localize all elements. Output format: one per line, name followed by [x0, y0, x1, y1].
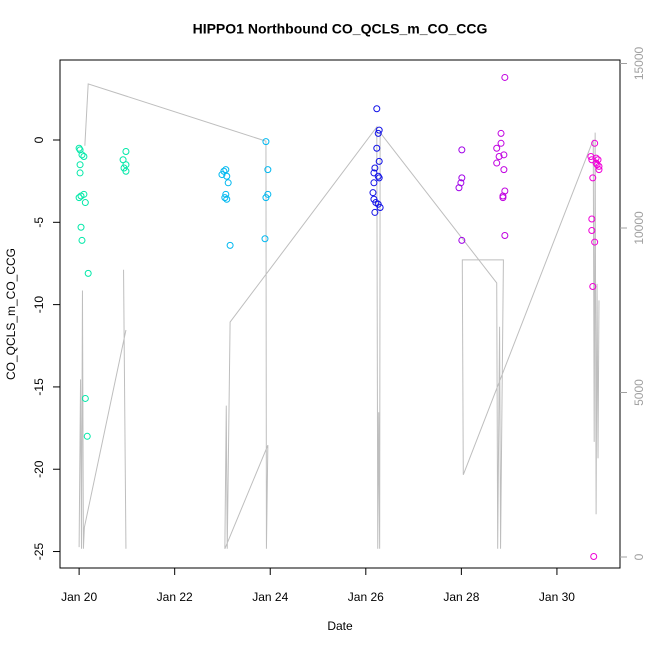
point — [373, 144, 381, 152]
point — [373, 105, 381, 113]
y2-tick-label: 0 — [632, 553, 646, 560]
point — [501, 73, 509, 81]
point — [76, 169, 84, 177]
point — [374, 172, 382, 180]
y-tick-label: -25 — [32, 543, 46, 561]
point — [595, 162, 603, 170]
point — [81, 199, 89, 207]
point — [591, 238, 599, 246]
point — [375, 126, 383, 134]
point — [371, 208, 379, 216]
point — [222, 190, 230, 198]
point — [497, 129, 505, 137]
point — [223, 195, 231, 203]
point — [497, 139, 505, 147]
point — [595, 166, 603, 174]
point — [375, 174, 383, 182]
point — [591, 139, 599, 147]
point — [588, 215, 596, 223]
point — [374, 129, 382, 137]
point — [589, 283, 597, 291]
point — [376, 203, 384, 211]
point — [501, 231, 509, 239]
point — [493, 159, 501, 167]
point — [122, 148, 130, 156]
point — [78, 151, 86, 159]
point — [262, 194, 270, 202]
point — [122, 167, 130, 175]
point — [261, 235, 269, 243]
point — [592, 154, 600, 162]
point — [75, 194, 83, 202]
point — [458, 174, 466, 182]
point — [499, 194, 507, 202]
y-tick-label: 0 — [32, 136, 46, 143]
point — [80, 152, 88, 160]
x-tick-label: Jan 30 — [539, 590, 575, 604]
point — [81, 394, 89, 402]
point — [375, 157, 383, 165]
x-tick-label: Jan 24 — [252, 590, 288, 604]
point — [500, 166, 508, 174]
point — [590, 552, 598, 560]
y2-tick-label: 5000 — [632, 379, 646, 406]
point — [80, 190, 88, 198]
plot-frame — [59, 59, 621, 569]
x-tick-label: Jan 28 — [443, 590, 479, 604]
y-tick-label: -5 — [32, 217, 46, 228]
point — [77, 223, 85, 231]
point — [84, 269, 92, 277]
point — [370, 169, 378, 177]
y-tick-label: -15 — [32, 378, 46, 396]
altitude-line — [78, 83, 600, 549]
point — [78, 236, 86, 244]
x-axis-label: Date — [327, 619, 353, 633]
y-tick-label: -10 — [32, 296, 46, 314]
point — [226, 241, 234, 249]
y-tick-label: -20 — [32, 460, 46, 478]
x-tick-label: Jan 20 — [61, 590, 97, 604]
point — [493, 144, 501, 152]
point — [75, 144, 83, 152]
point — [224, 179, 232, 187]
point — [218, 171, 226, 179]
y2-tick-label: 15000 — [632, 46, 646, 80]
point — [500, 151, 508, 159]
point — [222, 166, 230, 174]
point — [371, 164, 379, 172]
point — [458, 236, 466, 244]
y-axis-label: CO_QCLS_m_CO_CCG — [4, 248, 18, 380]
point — [264, 166, 272, 174]
point — [369, 189, 377, 197]
y2-tick-label: 10000 — [632, 211, 646, 245]
point — [223, 172, 231, 180]
point — [458, 146, 466, 154]
point — [221, 194, 229, 202]
chart-title: HIPPO1 Northbound CO_QCLS_m_CO_CCG — [193, 21, 488, 37]
x-tick-label: Jan 26 — [348, 590, 384, 604]
point — [83, 432, 91, 440]
point — [589, 174, 597, 182]
point — [370, 179, 378, 187]
point — [495, 152, 503, 160]
point — [455, 184, 463, 192]
point — [262, 138, 270, 146]
point — [588, 227, 596, 235]
x-tick-label: Jan 22 — [157, 590, 193, 604]
point — [76, 161, 84, 169]
